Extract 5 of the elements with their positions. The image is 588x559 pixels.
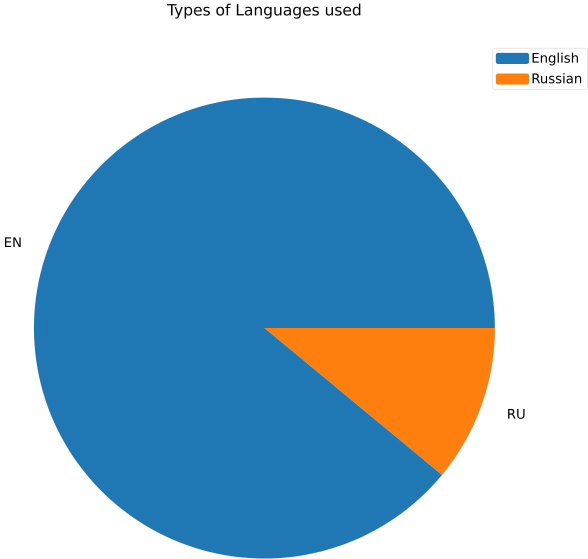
- text: EN: [4, 238, 21, 248]
- text: RU: [508, 409, 525, 420]
- legend-label: Russian: [532, 73, 582, 84]
- legend-label: English: [532, 52, 578, 66]
- chart-title: Types of Languages used: [167, 4, 360, 19]
